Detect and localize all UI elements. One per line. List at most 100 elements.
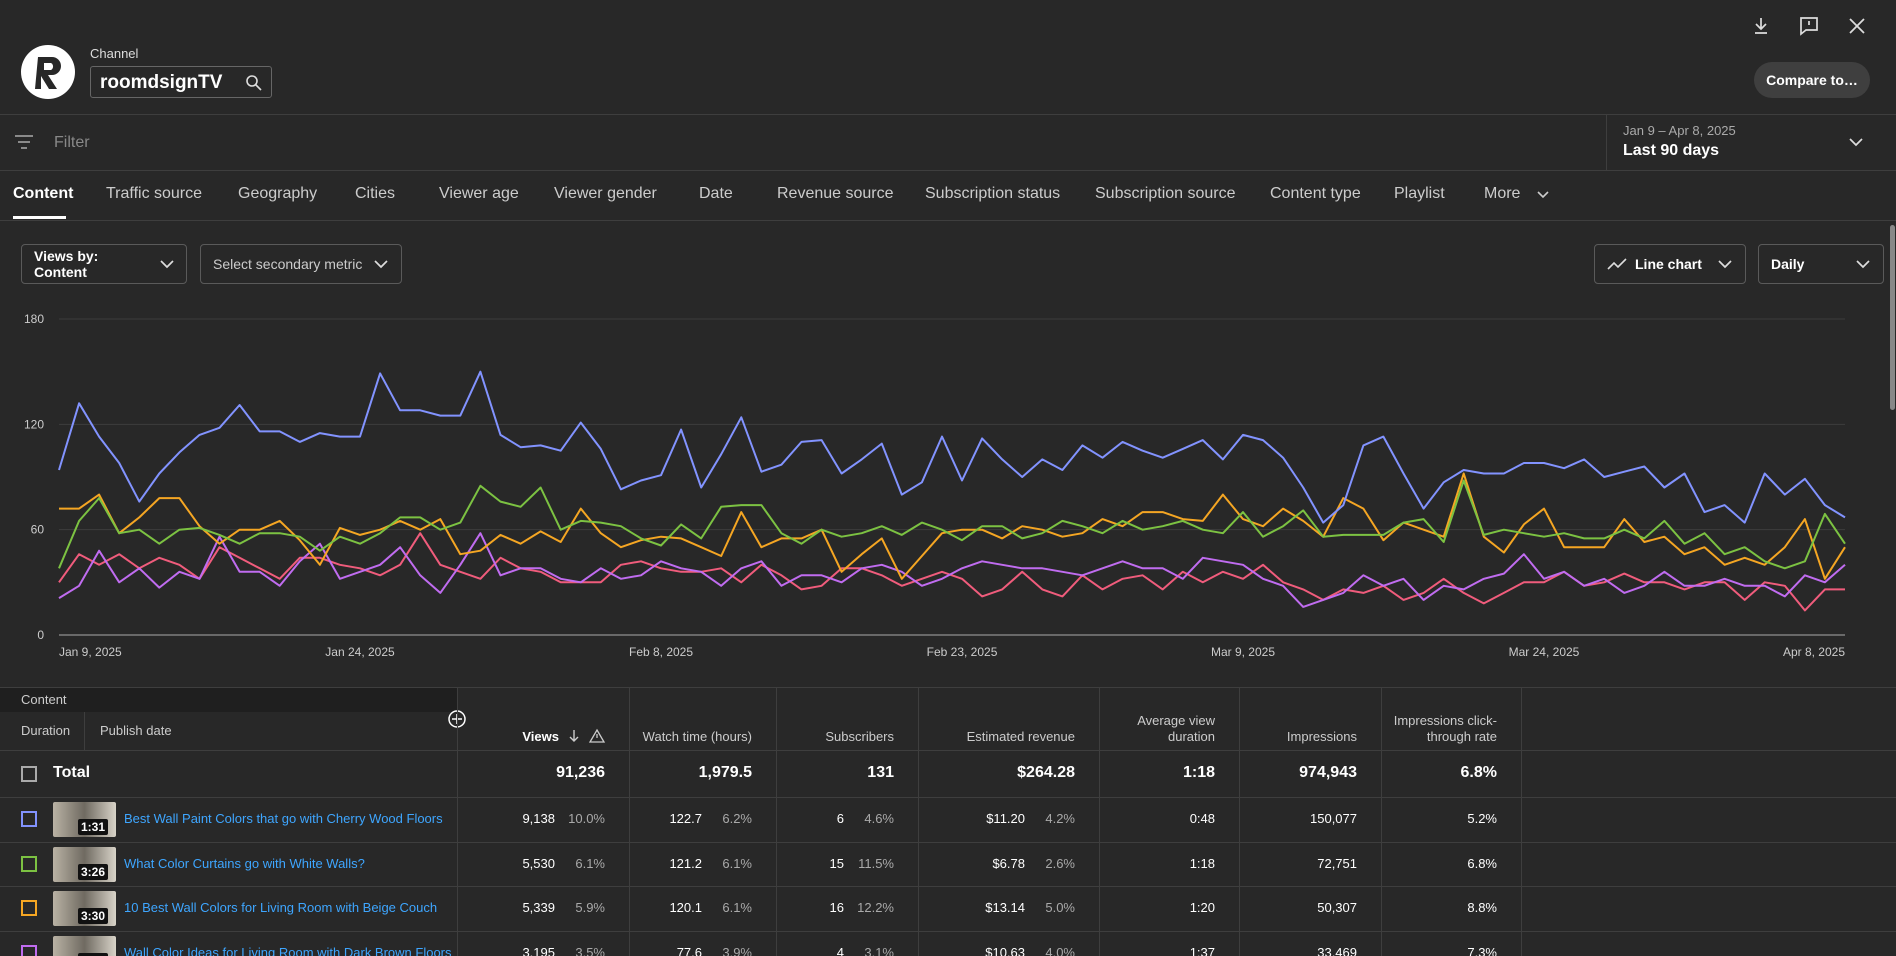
x-tick-label: Mar 9, 2025 [1211,645,1275,659]
series-line [58,479,1846,570]
total-value: 131 [867,764,894,781]
column-divider [776,687,777,956]
column-header: Impressions click-through rate [1393,713,1497,744]
cell-value: $10.63 [985,945,1025,956]
x-tick-label: Apr 8, 2025 [1783,645,1845,659]
tab[interactable]: More [1484,185,1521,202]
total-value: 6.8% [1460,764,1497,781]
channel-search[interactable]: roomdsignTV [90,66,272,98]
primary-metric[interactable]: Views by: Content [21,244,187,284]
cell-percent: 3.9% [722,945,752,956]
tab[interactable]: Viewer age [439,185,519,202]
checkbox[interactable] [21,900,37,916]
cell-percent: 6.1% [722,900,752,915]
duration-badge: 3:12 [78,953,109,956]
video-title[interactable]: 10 Best Wall Colors for Living Room with… [124,900,438,915]
x-tick-label: Feb 23, 2025 [927,645,998,659]
cell-percent: 4.6% [864,811,894,826]
tab[interactable]: Viewer gender [554,185,657,202]
total-label: Total [53,764,91,781]
checkbox[interactable] [21,945,37,956]
divider [0,114,1896,115]
cell-percent: 5.9% [575,900,605,915]
tab[interactable]: Subscription source [1095,185,1236,202]
divider [0,220,1896,221]
chevron [374,260,388,269]
tab[interactable]: Playlist [1394,185,1445,202]
tab[interactable]: Traffic source [106,185,203,202]
column-header: Average view duration [1137,713,1215,744]
column-divider [457,687,458,956]
divider [0,170,1896,171]
primary-label: Views by: Content [34,248,99,280]
cell-value: 72,751 [1317,856,1357,871]
subheader: Publish date [100,723,172,738]
cell-percent: 4.2% [1045,811,1075,826]
chevron [1536,188,1550,206]
search-icon [246,75,262,91]
cell-percent: 11.5% [858,856,894,871]
row-divider [0,687,1896,688]
tab[interactable]: Date [699,185,733,202]
cell-value: 4 [836,945,844,956]
table-header-bg [0,687,457,712]
tab[interactable]: Content type [1270,185,1361,202]
cell-value: 77.6 [676,945,702,956]
series-line [58,370,1846,524]
x-tick-label: Jan 9, 2025 [59,645,122,659]
total-value: 1:18 [1182,764,1215,781]
cell-value: 122.7 [669,811,702,826]
cell-value: 1:18 [1189,856,1215,871]
video-title[interactable]: Wall Color Ideas for Living Room with Da… [124,945,452,956]
thumbnail [53,936,116,956]
cell-value: 15 [829,856,844,871]
row-divider [0,750,1896,751]
tab[interactable]: Geography [238,185,318,202]
secondary-metric[interactable]: Select secondary metric [200,244,402,284]
cell-percent: 6.1% [722,856,752,871]
content-table: Content Duration Publish date Views Watch ti… [0,687,1896,956]
checkbox[interactable] [21,856,37,872]
cell-percent: 5.0% [1045,900,1075,915]
column-divider [1381,687,1382,956]
channel-name: roomdsignTV [100,72,223,93]
interval[interactable]: Daily [1758,244,1884,284]
cell-value: 6 [836,811,844,826]
cell-value: 7.3% [1467,945,1497,956]
tab[interactable]: Cities [355,185,396,202]
cell-percent: 6.2% [722,811,752,826]
filter-input[interactable]: Filter [54,134,90,151]
cell-value: 5.2% [1467,811,1497,826]
total-value: 974,943 [1299,764,1357,781]
y-tick-label: 60 [31,523,45,537]
column-divider [918,687,919,956]
cell-value: 3,195 [522,945,555,956]
cell-value: 121.2 [669,856,702,871]
series-line [58,532,1845,612]
cell-value: $13.14 [985,900,1025,915]
cell-value: 1:20 [1189,900,1215,915]
cell-percent: 3.5% [575,945,605,956]
cell-percent: 6.1% [575,856,605,871]
video-title[interactable]: What Color Curtains go with White Walls? [124,856,365,871]
tab[interactable]: Subscription status [925,185,1061,202]
column-header: Impressions [1286,729,1357,744]
group-header: Content [21,692,67,707]
tab[interactable]: Content [13,185,74,202]
compare-button[interactable]: Compare to… [1754,62,1870,98]
chart-type[interactable]: Line chart [1594,244,1746,284]
checkbox[interactable] [21,766,37,782]
total-value: $264.28 [1017,764,1075,781]
date-range: Jan 9 – Apr 8, 2025 [1623,123,1736,138]
column-header: Subscribers [825,729,894,744]
subheader: Duration [21,723,71,738]
checkbox[interactable] [21,811,37,827]
video-title[interactable]: Best Wall Paint Colors that go with Cher… [124,811,443,826]
channel-label: Channel [90,46,139,61]
date-preset[interactable]: Last 90 days [1623,142,1720,159]
column-header: Views [522,729,559,744]
cell-value: $6.78 [992,856,1025,871]
tab[interactable]: Revenue source [777,185,894,202]
scrollbar[interactable] [1890,225,1895,410]
top-icons[interactable] [1750,14,1880,38]
